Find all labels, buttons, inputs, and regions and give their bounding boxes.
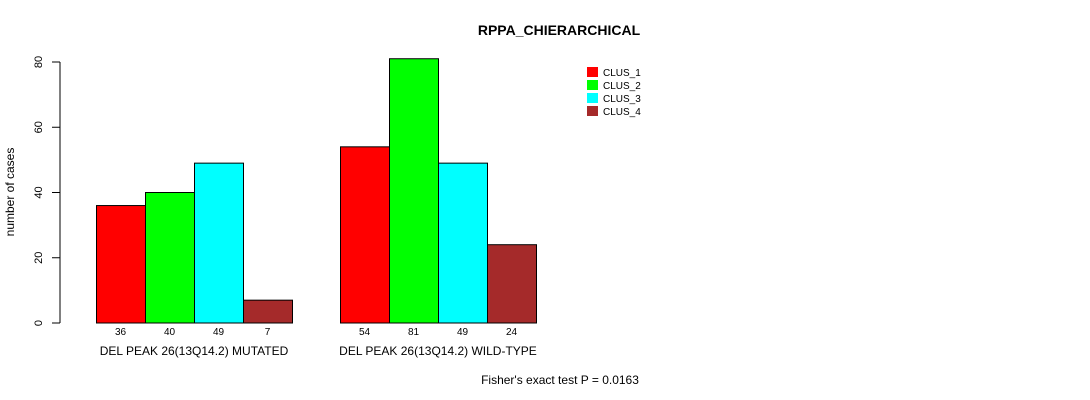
bar-count-label: 49 [213, 327, 225, 338]
bar [145, 192, 195, 324]
legend-label: CLUS_3 [603, 94, 641, 105]
legend: CLUS_1 CLUS_2 CLUS_3 CLUS_4 [587, 67, 641, 118]
bar [389, 58, 439, 324]
legend-label: CLUS_1 [603, 68, 641, 79]
y-tick-label: 80 [33, 56, 45, 68]
bar-count-label: 81 [408, 327, 420, 338]
bars [96, 58, 537, 324]
bar [96, 205, 146, 324]
group-label: DEL PEAK 26(13Q14.2) MUTATED [100, 344, 289, 358]
y-tick-label: 60 [33, 121, 45, 133]
legend-swatch [587, 93, 598, 103]
chart-title: RPPA_CHIERARCHICAL [478, 22, 641, 38]
bar-count-labels: 36 40 49 7 54 81 49 24 [115, 327, 518, 338]
y-tick-label: 0 [33, 320, 45, 326]
bar [340, 146, 390, 324]
bar-count-label: 36 [115, 327, 127, 338]
bar-count-label: 7 [265, 327, 271, 338]
group-label: DEL PEAK 26(13Q14.2) WILD-TYPE [339, 344, 537, 358]
bar [194, 162, 244, 324]
y-axis-label: number of cases [3, 148, 17, 237]
bar-count-label: 54 [359, 327, 371, 338]
bar [487, 244, 537, 324]
y-tick-label: 20 [33, 252, 45, 264]
y-axis: 0 20 40 60 80 [33, 56, 61, 326]
legend-label: CLUS_2 [603, 81, 641, 92]
bar [243, 299, 293, 324]
group-labels: DEL PEAK 26(13Q14.2) MUTATED DEL PEAK 26(… [100, 344, 537, 358]
bar-count-label: 49 [457, 327, 469, 338]
legend-swatch [587, 106, 598, 116]
fisher-test-note: Fisher's exact test P = 0.0163 [481, 373, 639, 387]
bar [438, 162, 488, 324]
legend-swatch [587, 80, 598, 90]
legend-label: CLUS_4 [603, 107, 641, 118]
legend-swatch [587, 67, 598, 77]
bar-count-label: 40 [164, 327, 176, 338]
bar-count-label: 24 [506, 327, 518, 338]
y-tick-label: 40 [33, 186, 45, 198]
